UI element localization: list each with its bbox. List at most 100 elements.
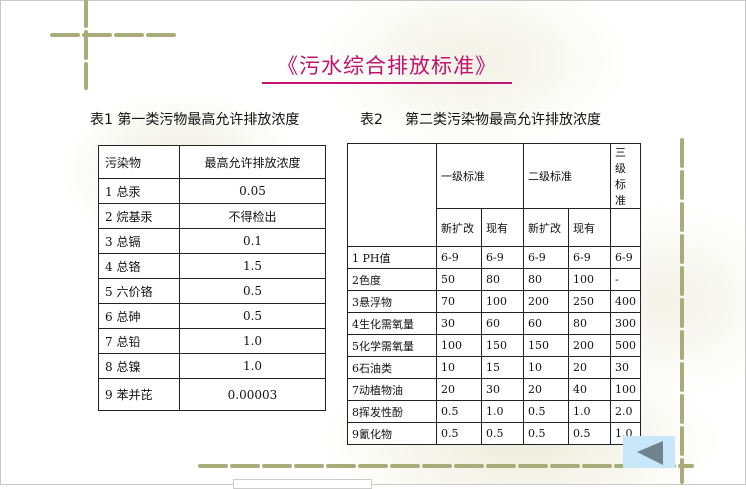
value-cell: 6-9 — [523, 246, 569, 269]
value-cell: 0.5 — [523, 400, 569, 423]
value-cell: 1.0 — [178, 328, 327, 354]
bottom-box — [233, 479, 372, 489]
pollutant-cell: 1 总汞 — [98, 178, 180, 204]
table-row: 6石油类 10 15 10 20 30 — [347, 356, 641, 379]
value-cell: 10 — [436, 356, 482, 379]
value-cell: 6-9 — [436, 246, 482, 269]
subheader-cell: 新扩改 — [436, 208, 482, 247]
value-cell: 0.5 — [178, 303, 327, 329]
table-row: 5化学需氧量 100 150 150 200 500 — [347, 334, 641, 357]
value-cell: 0.5 — [568, 422, 611, 445]
header-cell: 一级标准 — [436, 143, 524, 209]
pollutant-cell: 8挥发性酚 — [347, 400, 437, 423]
pollutant-cell: 3 总镉 — [98, 228, 180, 254]
table1: 污染物 最高允许排放浓度 1 总汞 0.05 2 烷基汞 不得检出 3 总镉 0.1 4 总铬… — [98, 145, 327, 411]
table-row: 9氰化物 0.5 0.5 0.5 0.5 1.0 — [347, 422, 641, 445]
pollutant-cell: 4生化需氧量 — [347, 312, 437, 335]
value-cell: 1.0 — [568, 400, 611, 423]
value-cell: 0.5 — [436, 400, 482, 423]
previous-slide-button[interactable] — [623, 436, 675, 468]
pollutant-cell: 9 苯并芘 — [98, 378, 180, 411]
pollutant-cell: 2色度 — [347, 268, 437, 291]
value-cell: 6-9 — [481, 246, 524, 269]
value-cell: 150 — [523, 334, 569, 357]
subheader-cell: 现有 — [568, 208, 611, 247]
table2-caption-number: 表2 — [360, 112, 383, 128]
table2: 一级标准 二级标准 三级标准 新扩改 现有 新扩改 现有 1 PH值 6-9 6-9… — [347, 143, 641, 445]
value-cell: 30 — [436, 312, 482, 335]
pollutant-cell: 8 总镍 — [98, 353, 180, 379]
value-cell: 40 — [568, 378, 611, 401]
table-row: 3悬浮物 70 100 200 250 400 — [347, 290, 641, 313]
table-row: 2 烷基汞 不得检出 — [98, 203, 327, 229]
value-cell: 150 — [481, 334, 524, 357]
value-cell: 1.5 — [178, 253, 327, 279]
value-cell: 0.5 — [178, 278, 327, 304]
table-row: 1 总汞 0.05 — [98, 178, 327, 204]
table-row: 4生化需氧量 30 60 60 80 300 — [347, 312, 641, 335]
header-cell: 最高允许排放浓度 — [178, 145, 327, 179]
value-cell: 100 — [568, 268, 611, 291]
pollutant-cell: 1 PH值 — [347, 246, 437, 269]
value-cell: 1.0 — [481, 400, 524, 423]
value-cell: 50 — [436, 268, 482, 291]
value-cell: 100 — [481, 290, 524, 313]
value-cell: 20 — [568, 356, 611, 379]
value-cell: 80 — [568, 312, 611, 335]
value-cell: 0.5 — [436, 422, 482, 445]
value-cell: 250 — [568, 290, 611, 313]
value-cell: 80 — [523, 268, 569, 291]
value-cell: 15 — [481, 356, 524, 379]
pollutant-cell: 6石油类 — [347, 356, 437, 379]
pollutant-cell: 5 六价铬 — [98, 278, 180, 304]
value-cell: 10 — [523, 356, 569, 379]
table-row: 7 总铅 1.0 — [98, 328, 327, 354]
triangle-left-icon — [637, 441, 663, 465]
value-cell: 300 — [610, 312, 641, 335]
value-cell: 6-9 — [610, 246, 641, 269]
pollutant-cell: 4 总铬 — [98, 253, 180, 279]
subheader-cell: 现有 — [481, 208, 524, 247]
value-cell: 100 — [610, 378, 641, 401]
value-cell: 0.05 — [178, 178, 327, 204]
pollutant-cell: 6 总砷 — [98, 303, 180, 329]
pollutant-cell: 3悬浮物 — [347, 290, 437, 313]
pollutant-cell: 9氰化物 — [347, 422, 437, 445]
value-cell: 200 — [523, 290, 569, 313]
value-cell: 不得检出 — [178, 203, 327, 229]
subheader-cell: 新扩改 — [523, 208, 569, 247]
table-row: 1 PH值 6-9 6-9 6-9 6-9 6-9 — [347, 246, 641, 269]
pollutant-cell: 2 烷基汞 — [98, 203, 180, 229]
value-cell: 0.5 — [481, 422, 524, 445]
value-cell: 30 — [610, 356, 641, 379]
value-cell: 200 — [568, 334, 611, 357]
table-row: 5 六价铬 0.5 — [98, 278, 327, 304]
value-cell: 0.00003 — [178, 378, 327, 411]
value-cell: 60 — [523, 312, 569, 335]
value-cell: 30 — [481, 378, 524, 401]
value-cell: 1.0 — [178, 353, 327, 379]
table-row: 7动植物油 20 30 20 40 100 — [347, 378, 641, 401]
table-row: 9 苯并芘 0.00003 — [98, 378, 327, 411]
table-row: 8 总镍 1.0 — [98, 353, 327, 379]
table1-caption: 表1 第一类污物最高允许排放浓度 — [90, 112, 300, 128]
table-row: 4 总铬 1.5 — [98, 253, 327, 279]
value-cell: 0.1 — [178, 228, 327, 254]
table-row: 8挥发性酚 0.5 1.0 0.5 1.0 2.0 — [347, 400, 641, 423]
value-cell: 0.5 — [523, 422, 569, 445]
pollutant-cell: 5化学需氧量 — [347, 334, 437, 357]
value-cell: 400 — [610, 290, 641, 313]
pollutant-cell: 7动植物油 — [347, 378, 437, 401]
page-title: 《污水综合排放标准》 — [262, 50, 512, 84]
value-cell: 6-9 — [568, 246, 611, 269]
value-cell: 2.0 — [610, 400, 641, 423]
table-row: 6 总砷 0.5 — [98, 303, 327, 329]
table2-caption: 第二类污染物最高允许排放浓度 — [405, 112, 601, 128]
value-cell: 80 — [481, 268, 524, 291]
pollutant-cell: 7 总铅 — [98, 328, 180, 354]
value-cell: 500 — [610, 334, 641, 357]
value-cell: - — [610, 268, 641, 291]
value-cell: 20 — [523, 378, 569, 401]
header-cell: 三级标准 — [610, 143, 641, 209]
